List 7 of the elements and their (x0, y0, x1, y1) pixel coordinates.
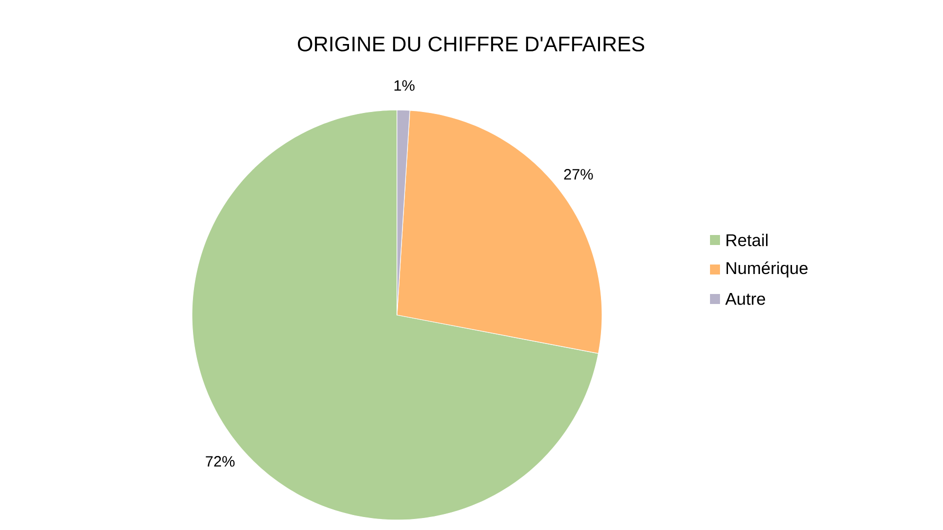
chart-title: ORIGINE DU CHIFFRE D'AFFAIRES (298, 36, 644, 52)
data-label: 1% (394, 80, 415, 91)
legend-label: Autre (725, 293, 766, 305)
data-label: 72% (206, 456, 235, 467)
legend-label: Retail (726, 234, 768, 246)
data-label: 27% (564, 168, 593, 180)
legend-label: Numérique (726, 261, 808, 278)
